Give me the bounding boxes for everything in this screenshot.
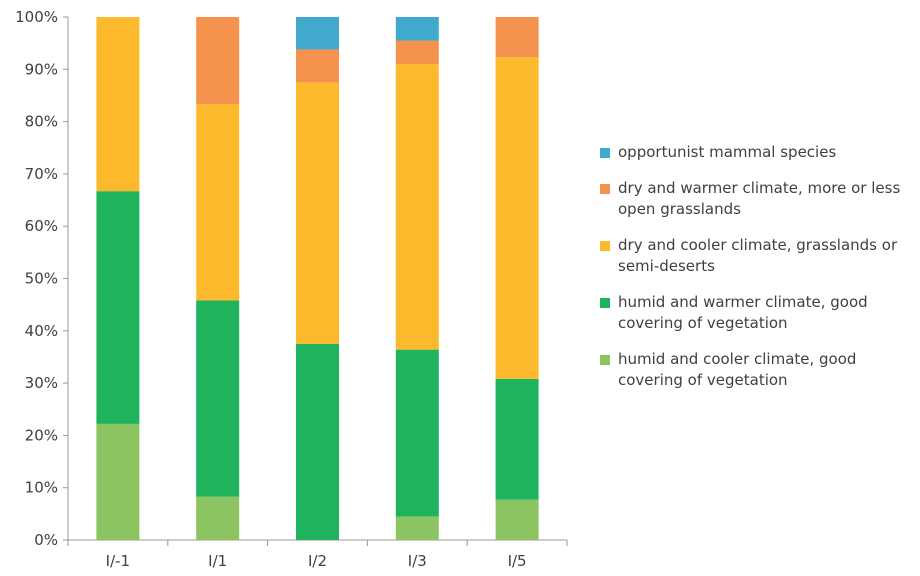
y-tick-label: 80% (25, 113, 58, 131)
bar-segment (395, 40, 439, 65)
y-axis: 0% 10% 20% 30% 40% 50% 60% 70% 80% 90% 100% (15, 8, 69, 549)
x-tick-label: I/3 (408, 552, 427, 570)
legend-swatch (600, 241, 610, 251)
legend-label: opportunist mammal species (618, 143, 837, 161)
y-tick-label: 50% (25, 270, 58, 288)
legend-item: opportunist mammal species (600, 142, 920, 163)
y-tick-label: 70% (25, 165, 58, 183)
bar-segment (495, 17, 539, 58)
bar-segment (196, 496, 240, 540)
bar-segment (196, 17, 240, 105)
y-tick-label: 10% (25, 479, 58, 497)
bar-segment (495, 57, 539, 379)
bar-segment (495, 499, 539, 540)
bar-segment (395, 516, 439, 540)
legend-swatch (600, 355, 610, 365)
legend-label: dry and cooler climate, grasslands or se… (618, 236, 898, 275)
x-tick-label: I/2 (308, 552, 327, 570)
legend-swatch (600, 184, 610, 194)
bar-segment (196, 300, 240, 497)
y-tick-label: 30% (25, 374, 58, 392)
legend: opportunist mammal species dry and warmer… (600, 142, 920, 406)
y-tick-label: 90% (25, 60, 58, 78)
legend-swatch (600, 298, 610, 308)
bar-segment (96, 423, 140, 540)
y-tick-label: 20% (25, 426, 58, 444)
bar-segment (495, 378, 539, 500)
legend-item: humid and warmer climate, good covering … (600, 292, 920, 334)
legend-item: dry and warmer climate, more or less ope… (600, 178, 920, 220)
legend-item: dry and cooler climate, grasslands or se… (600, 235, 920, 277)
bar-segment (395, 349, 439, 517)
x-tick-label: I/5 (508, 552, 527, 570)
legend-item: humid and cooler climate, good covering … (600, 349, 920, 391)
y-tick-label: 40% (25, 322, 58, 340)
bar-segment (96, 17, 140, 192)
bar-segment (196, 104, 240, 301)
x-axis: I/-1 I/1 I/2 I/3 I/5 (67, 539, 568, 570)
legend-label: humid and cooler climate, good covering … (618, 350, 857, 389)
x-tick-label: I/-1 (106, 552, 130, 570)
bar-segment (395, 17, 439, 41)
x-tick-label: I/1 (208, 552, 227, 570)
y-tick-label: 100% (15, 8, 58, 26)
bar-segment (96, 191, 140, 424)
bar-segment (296, 49, 339, 83)
y-tick-label: 0% (34, 531, 58, 549)
bar-segment (395, 64, 439, 350)
legend-label: dry and warmer climate, more or less ope… (618, 179, 901, 218)
bar-segment (296, 343, 339, 540)
bar-segment (296, 82, 339, 344)
legend-label: humid and warmer climate, good covering … (618, 293, 868, 332)
stacked-bar-chart: 0%10%20%30%40%50%60%70%80%90%100% I/-1 I/… (15, 8, 568, 570)
bar-segment (296, 17, 339, 50)
y-tick-label: 60% (25, 217, 58, 235)
bars (96, 17, 539, 540)
legend-swatch (600, 148, 610, 158)
